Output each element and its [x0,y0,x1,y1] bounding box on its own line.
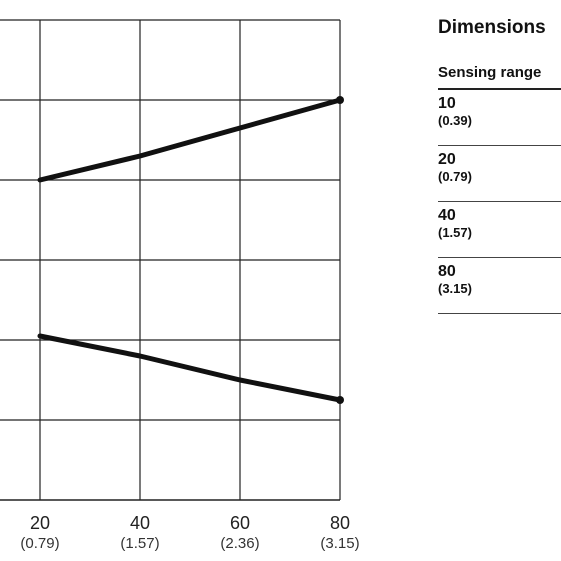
dimensions-panel: Dimensions Sensing range 10 (0.39) 20 (0.79… [438,12,561,314]
sensing-range-inch-value: (1.57) [438,225,472,240]
series-line-1 [37,97,343,183]
dimensions-title: Dimensions [438,17,546,38]
sensing-range-value: 10 [438,95,456,112]
dimensions-row: 80 (3.15) [438,258,561,314]
chart-series-layer [37,96,344,404]
sensing-range-value: 40 [438,207,456,224]
x-tick-label: 80 [330,513,350,533]
series-endpoint-2 [336,396,344,404]
x-tick-sublabel: (0.79) [20,535,59,552]
sensing-range-header: Sensing range [438,58,561,90]
chart-grid [0,19,341,501]
dimensions-row: 10 (0.39) [438,90,561,146]
x-tick-sublabel: (3.15) [320,535,359,552]
series-endpoint-1 [336,96,344,104]
sensing-range-inch-value: (0.39) [438,113,472,128]
x-tick-sublabel: (1.57) [120,535,159,552]
x-tick-label: 20 [30,513,50,533]
dimensions-rows: 10 (0.39) 20 (0.79) 40 (1.57) 80 (3.15) [438,90,561,314]
sensing-range-inch-value: (3.15) [438,281,472,296]
x-axis-ticks: 20 (0.79) 40 (1.57) 60 (2.36) 80 (3.15) [20,513,359,552]
x-tick-label: 60 [230,513,250,533]
dimensions-row: 20 (0.79) [438,146,561,202]
series-line-2 [37,333,343,403]
dimensions-row: 40 (1.57) [438,202,561,258]
sensing-range-value: 80 [438,263,456,280]
x-tick-label: 40 [130,513,150,533]
sensing-range-inch-value: (0.79) [438,169,472,184]
x-tick-sublabel: (2.36) [220,535,259,552]
line-chart: 20 (0.79) 40 (1.57) 60 (2.36) 80 (3.15) [0,19,360,552]
sensing-range-value: 20 [438,151,456,168]
